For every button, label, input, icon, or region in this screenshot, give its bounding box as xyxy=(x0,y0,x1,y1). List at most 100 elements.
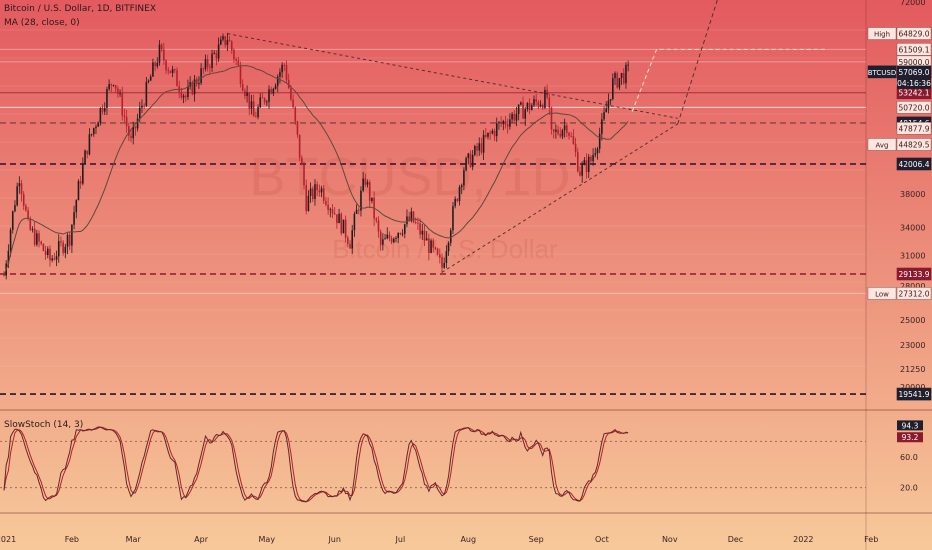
candle-body xyxy=(75,200,78,213)
candle-body xyxy=(467,153,470,159)
candle-body xyxy=(316,184,318,191)
resistance-trendline xyxy=(227,33,678,119)
candle-body xyxy=(14,205,16,212)
candle-body xyxy=(180,91,183,98)
candle-body xyxy=(620,73,623,78)
candle-body xyxy=(90,134,93,135)
candle-body xyxy=(99,107,102,123)
y-tick-label: 21250 xyxy=(900,365,925,374)
x-tick-label: Dec xyxy=(728,535,743,544)
candle-body xyxy=(395,238,397,239)
candle-body xyxy=(3,275,5,277)
price-tag-box-high xyxy=(867,27,897,40)
candle-body xyxy=(386,234,389,239)
candle-body xyxy=(447,242,450,252)
candle-body xyxy=(68,234,71,246)
candle-body xyxy=(436,248,439,255)
price-label-high: 64829.0 xyxy=(898,30,929,39)
candle-body xyxy=(108,84,110,90)
candle-body xyxy=(156,62,159,67)
candle-body xyxy=(165,60,167,71)
candle-body xyxy=(515,113,518,121)
x-tick-label: Oct xyxy=(595,535,609,544)
candle-body xyxy=(425,238,428,241)
candle-body xyxy=(281,64,283,73)
watermark-symbol: BTCUSD, 1D xyxy=(249,147,570,207)
candle-body xyxy=(217,44,220,59)
candle-body xyxy=(408,216,410,221)
candle-body xyxy=(66,234,69,247)
candle-body xyxy=(511,113,513,120)
support-trendline xyxy=(441,123,679,273)
candle-body xyxy=(368,182,371,201)
candle-body xyxy=(266,101,268,103)
candle-body xyxy=(616,73,618,88)
candle-body xyxy=(329,209,332,211)
candle-body xyxy=(112,85,115,86)
candle-body xyxy=(393,238,395,243)
candle-body xyxy=(314,184,316,200)
candle-body xyxy=(487,132,489,137)
candle-body xyxy=(222,36,224,40)
candle-body xyxy=(622,73,625,84)
candle-body xyxy=(257,107,259,118)
price-tag-avg: Avg xyxy=(876,141,889,149)
candle-body xyxy=(29,218,32,230)
candle-body xyxy=(563,125,566,131)
candle-body xyxy=(489,132,491,134)
price-tag-box-avg xyxy=(867,138,897,151)
candle-body xyxy=(47,248,49,255)
candle-body xyxy=(20,183,23,195)
candle-body xyxy=(119,93,121,95)
candle-body xyxy=(71,224,73,246)
candle-body xyxy=(198,83,200,85)
price-label-avg: 44829.5 xyxy=(898,140,929,149)
candle-body xyxy=(191,82,194,95)
candle-body xyxy=(421,230,424,235)
candle-body xyxy=(276,76,279,86)
candle-body xyxy=(601,119,603,134)
price-label-l61509: 61509.1 xyxy=(898,45,929,54)
candle-body xyxy=(136,118,139,129)
candle-body xyxy=(452,206,454,231)
stoch-d-box xyxy=(897,432,923,443)
candle-body xyxy=(169,70,172,73)
candle-body xyxy=(596,148,599,154)
candle-body xyxy=(22,194,25,206)
candle-body xyxy=(572,136,575,145)
candle-body xyxy=(101,107,104,112)
candle-body xyxy=(134,126,137,129)
candle-body xyxy=(325,201,327,205)
countdown-label: 04:16:36 xyxy=(897,79,931,88)
candle-body xyxy=(272,88,275,94)
candle-body xyxy=(382,239,384,245)
candle-body xyxy=(33,228,36,245)
candle-body xyxy=(174,69,176,71)
price-label-box-l47877 xyxy=(896,122,932,135)
candle-body xyxy=(141,105,143,108)
candle-body xyxy=(590,156,592,162)
candle-body xyxy=(200,68,202,84)
candle-body xyxy=(226,40,229,45)
candle-body xyxy=(566,125,568,133)
candle-body xyxy=(454,198,456,207)
candle-body xyxy=(270,89,272,94)
candle-body xyxy=(130,135,132,139)
candle-body xyxy=(355,209,358,214)
candle-body xyxy=(239,65,242,85)
candle-body xyxy=(106,89,108,108)
candle-body xyxy=(128,126,130,136)
candle-body xyxy=(598,133,601,149)
candle-body xyxy=(145,81,148,106)
candle-body xyxy=(95,126,97,129)
candle-body xyxy=(399,232,402,235)
candle-body xyxy=(202,68,205,70)
candle-body xyxy=(9,229,12,251)
candle-body xyxy=(570,135,573,137)
candle-body xyxy=(430,240,432,253)
price-tag-btc: BTCUSD xyxy=(868,69,897,77)
